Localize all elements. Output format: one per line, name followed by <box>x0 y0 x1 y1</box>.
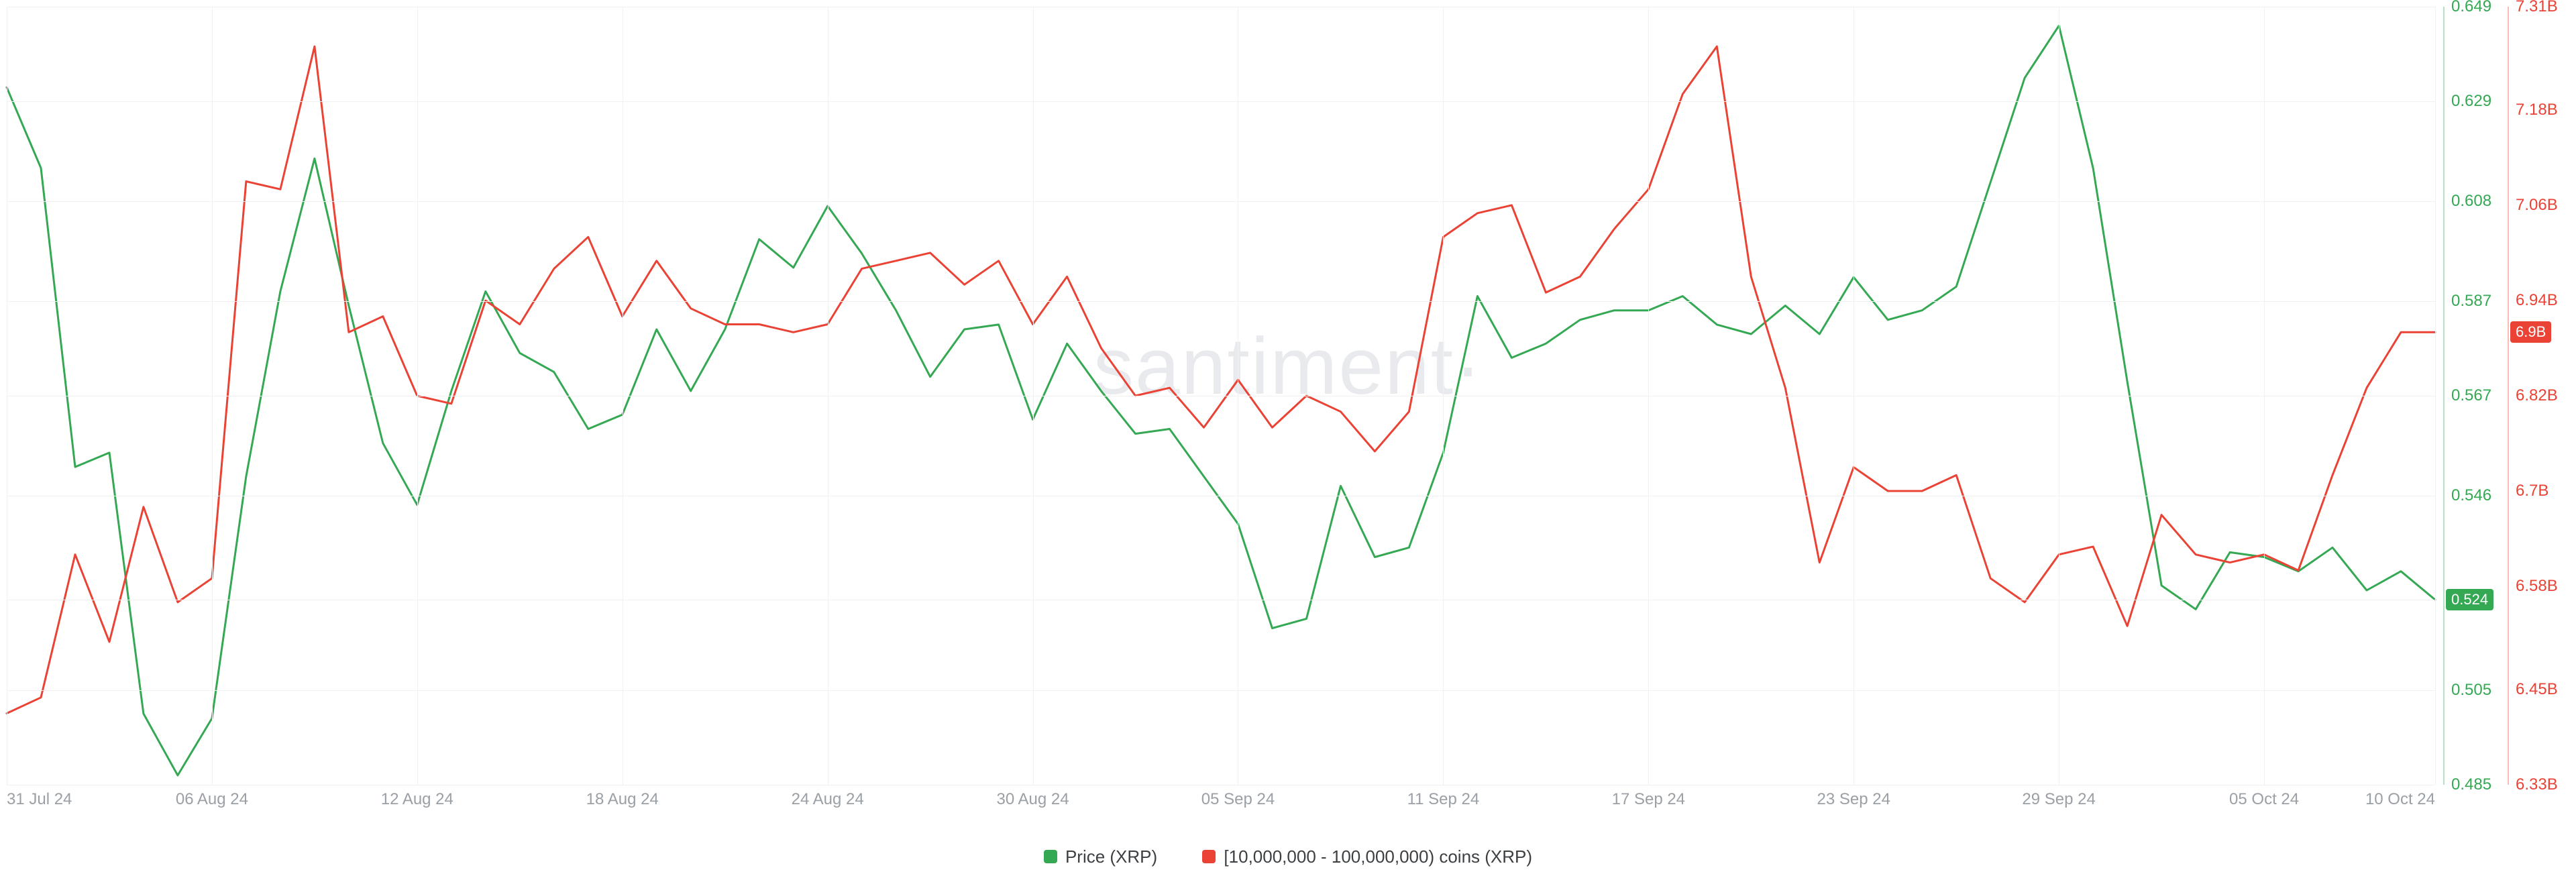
y-right-tick-label: 7.31B <box>2516 0 2558 16</box>
y-left-axis-line <box>2443 7 2445 785</box>
legend-label-price: Price (XRP) <box>1065 847 1157 867</box>
holdings-current-badge: 6.9B <box>2510 321 2551 343</box>
x-tick-label: 06 Aug 24 <box>176 790 248 809</box>
legend-item-holdings[interactable]: [10,000,000 - 100,000,000) coins (XRP) <box>1202 847 1532 867</box>
y-left-tick-label: 0.649 <box>2451 0 2491 16</box>
x-tick-label: 10 Oct 24 <box>2365 790 2435 809</box>
series-line <box>7 46 2435 713</box>
series-line <box>7 25 2435 775</box>
legend-swatch-price <box>1044 850 1057 863</box>
x-tick-label: 29 Sep 24 <box>2022 790 2095 809</box>
legend-label-holdings: [10,000,000 - 100,000,000) coins (XRP) <box>1224 847 1532 867</box>
holdings-current-value: 6.9B <box>2516 323 2546 340</box>
price-current-value: 0.524 <box>2451 591 2488 608</box>
y-right-tick-label: 7.18B <box>2516 101 2558 119</box>
x-tick-label: 18 Aug 24 <box>586 790 659 809</box>
y-left-tick-label: 0.567 <box>2451 386 2491 405</box>
y-left-tick-label: 0.608 <box>2451 192 2491 211</box>
y-right-axis-line <box>2508 7 2509 785</box>
x-tick-label: 17 Sep 24 <box>1612 790 1685 809</box>
x-tick-label: 05 Oct 24 <box>2229 790 2299 809</box>
chart-container: santiment· 31 Jul 2406 Aug 2412 Aug 2418… <box>0 0 2576 872</box>
x-tick-label: 05 Sep 24 <box>1201 790 1275 809</box>
y-right-tick-label: 6.58B <box>2516 577 2558 596</box>
y-left-tick-label: 0.505 <box>2451 681 2491 700</box>
y-right-tick-label: 6.45B <box>2516 680 2558 699</box>
chart-lines <box>0 0 2576 872</box>
x-tick-label: 11 Sep 24 <box>1407 790 1480 809</box>
y-right-tick-label: 6.33B <box>2516 775 2558 794</box>
y-left-tick-label: 0.629 <box>2451 92 2491 111</box>
x-tick-label: 24 Aug 24 <box>792 790 864 809</box>
x-tick-label: 30 Aug 24 <box>997 790 1069 809</box>
chart-legend: Price (XRP) [10,000,000 - 100,000,000) c… <box>0 847 2576 869</box>
y-right-tick-label: 6.82B <box>2516 386 2558 405</box>
x-tick-label: 31 Jul 24 <box>7 790 72 809</box>
legend-swatch-holdings <box>1202 850 1216 863</box>
y-left-tick-label: 0.485 <box>2451 775 2491 794</box>
y-right-tick-label: 6.7B <box>2516 482 2548 500</box>
y-right-tick-label: 6.94B <box>2516 291 2558 310</box>
price-current-badge: 0.524 <box>2446 589 2493 610</box>
y-right-tick-label: 7.06B <box>2516 196 2558 215</box>
x-tick-label: 23 Sep 24 <box>1817 790 1890 809</box>
legend-item-price[interactable]: Price (XRP) <box>1044 847 1157 867</box>
x-tick-label: 12 Aug 24 <box>381 790 453 809</box>
y-left-tick-label: 0.587 <box>2451 292 2491 311</box>
y-left-tick-label: 0.546 <box>2451 486 2491 505</box>
